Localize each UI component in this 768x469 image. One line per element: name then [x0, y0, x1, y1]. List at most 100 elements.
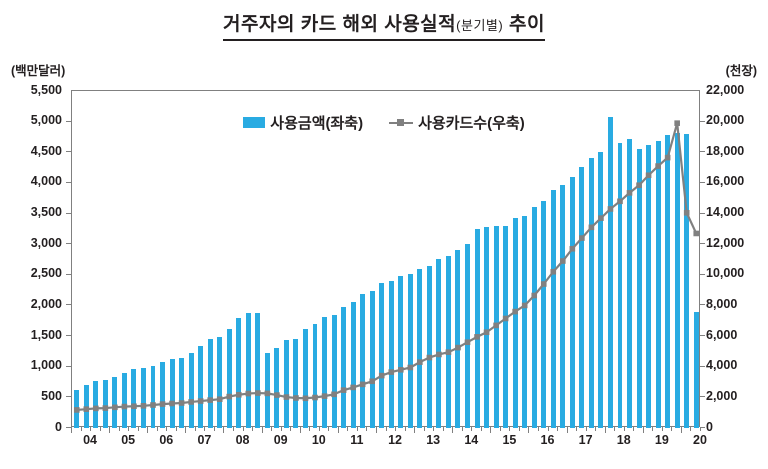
- xtick-mark: [633, 427, 635, 431]
- xtick-mark: [137, 427, 139, 431]
- bar-05Q3: [131, 369, 137, 428]
- right-ytick-0: 0: [706, 419, 713, 434]
- right-ytick-mark: [700, 273, 705, 275]
- xtick-mark: [156, 427, 158, 431]
- line-marker-12Q3: [398, 366, 404, 373]
- xtick-year-11: 11: [350, 433, 364, 447]
- bar-09Q4: [293, 338, 299, 428]
- xtick-year-04: 04: [83, 433, 97, 447]
- left-ytick-1000: 1,000: [30, 358, 62, 373]
- bar-18Q2: [617, 143, 623, 428]
- bar-19Q2: [655, 141, 661, 428]
- bar-12Q4: [407, 273, 413, 428]
- xtick-mark: [499, 427, 501, 431]
- line-marker-08Q1: [226, 393, 233, 400]
- xtick-year-20: 20: [693, 433, 707, 447]
- xtick-mark: [414, 427, 416, 433]
- line-marker-06Q1: [150, 402, 156, 408]
- right-ytick-4000: 4,000: [706, 358, 738, 373]
- xtick-year-05: 05: [121, 433, 136, 447]
- bar-14Q3: [474, 228, 480, 428]
- bar-11Q1: [341, 307, 347, 428]
- xtick-mark: [490, 427, 492, 433]
- right-ytick-8000: 8,000: [706, 296, 738, 311]
- xtick-mark: [375, 427, 377, 433]
- left-ytick-1500: 1,500: [30, 327, 62, 342]
- bar-07Q3: [207, 338, 213, 428]
- right-ytick-mark: [700, 365, 705, 367]
- bar-08Q3: [245, 313, 251, 428]
- xtick-mark: [585, 427, 587, 431]
- bar-05Q2: [121, 372, 127, 428]
- bar-16Q3: [550, 189, 556, 428]
- line-marker-19Q3: [664, 154, 671, 161]
- xtick-mark: [147, 427, 149, 433]
- xtick-mark: [233, 427, 234, 431]
- xtick-mark: [700, 427, 701, 431]
- bar-06Q3: [169, 358, 175, 428]
- xtick-mark: [366, 427, 368, 431]
- bar-15Q2: [503, 225, 509, 428]
- xtick-mark: [395, 427, 397, 431]
- line-marker-06Q2: [159, 401, 166, 407]
- xtick-mark: [557, 427, 559, 431]
- line-marker-06Q4: [178, 400, 185, 406]
- xtick-mark: [223, 427, 225, 433]
- bar-19Q1: [646, 144, 652, 428]
- bar-08Q2: [236, 318, 242, 428]
- xtick-mark: [71, 427, 72, 433]
- left-ytick-3000: 3,000: [30, 235, 62, 250]
- bar-10Q2: [312, 323, 318, 428]
- left-ytick-5500: 5,500: [30, 82, 62, 97]
- xtick-year-19: 19: [654, 433, 669, 447]
- line-marker-20Q1: [683, 209, 690, 216]
- left-ytick-mark: [66, 243, 71, 245]
- xtick-mark: [433, 427, 435, 431]
- bar-12Q2: [388, 280, 394, 428]
- xtick-mark: [175, 427, 177, 431]
- right-ytick-2000: 2,000: [706, 388, 738, 403]
- chart-title-sub: (분기별): [456, 18, 504, 33]
- xtick-year-10: 10: [311, 433, 326, 447]
- xtick-mark: [252, 427, 254, 431]
- bar-14Q2: [465, 244, 470, 428]
- line-marker-19Q1: [645, 172, 652, 179]
- line-marker-08Q4: [255, 390, 261, 396]
- xtick-mark: [242, 427, 244, 431]
- bar-10Q4: [331, 315, 337, 428]
- xtick-mark: [452, 427, 454, 433]
- chart-title-text: 거주자의 카드 해외 사용실적(분기별) 추이: [223, 9, 545, 41]
- chart-title-main: 거주자의 카드 해외 사용실적: [223, 14, 457, 35]
- left-ytick-2000: 2,000: [30, 296, 62, 311]
- right-ytick-mark: [700, 212, 705, 214]
- bar-07Q1: [188, 352, 194, 428]
- right-ytick-mark: [700, 243, 705, 245]
- xtick-mark: [471, 427, 473, 431]
- xtick-mark: [623, 427, 625, 431]
- line-marker-09Q4: [293, 395, 299, 401]
- bar-17Q2: [579, 166, 585, 428]
- bar-04Q4: [102, 379, 108, 428]
- line-marker-18Q1: [607, 206, 614, 212]
- line-marker-17Q1: [569, 245, 576, 252]
- bar-04Q3: [93, 381, 99, 428]
- line-marker-08Q3: [245, 390, 252, 397]
- bar-16Q4: [560, 185, 566, 428]
- line-marker-17Q2: [579, 235, 585, 241]
- bar-08Q4: [255, 312, 261, 428]
- line-marker-11Q2: [350, 384, 356, 391]
- bar-15Q3: [512, 217, 518, 428]
- xtick-year-07: 07: [197, 433, 212, 447]
- bar-17Q4: [598, 152, 604, 428]
- bar-10Q1: [303, 328, 308, 428]
- bar-18Q1: [607, 117, 613, 428]
- left-ytick-4000: 4,000: [30, 174, 62, 189]
- left-ytick-mark: [66, 396, 71, 398]
- line-marker-05Q4: [140, 402, 147, 409]
- line-marker-11Q4: [369, 378, 375, 385]
- right-ytick-20000: 20,000: [706, 113, 745, 128]
- bar-13Q4: [445, 256, 451, 428]
- left-ytick-mark: [66, 212, 71, 214]
- line-marker-15Q2: [502, 315, 509, 322]
- line-marker-17Q3: [588, 224, 595, 231]
